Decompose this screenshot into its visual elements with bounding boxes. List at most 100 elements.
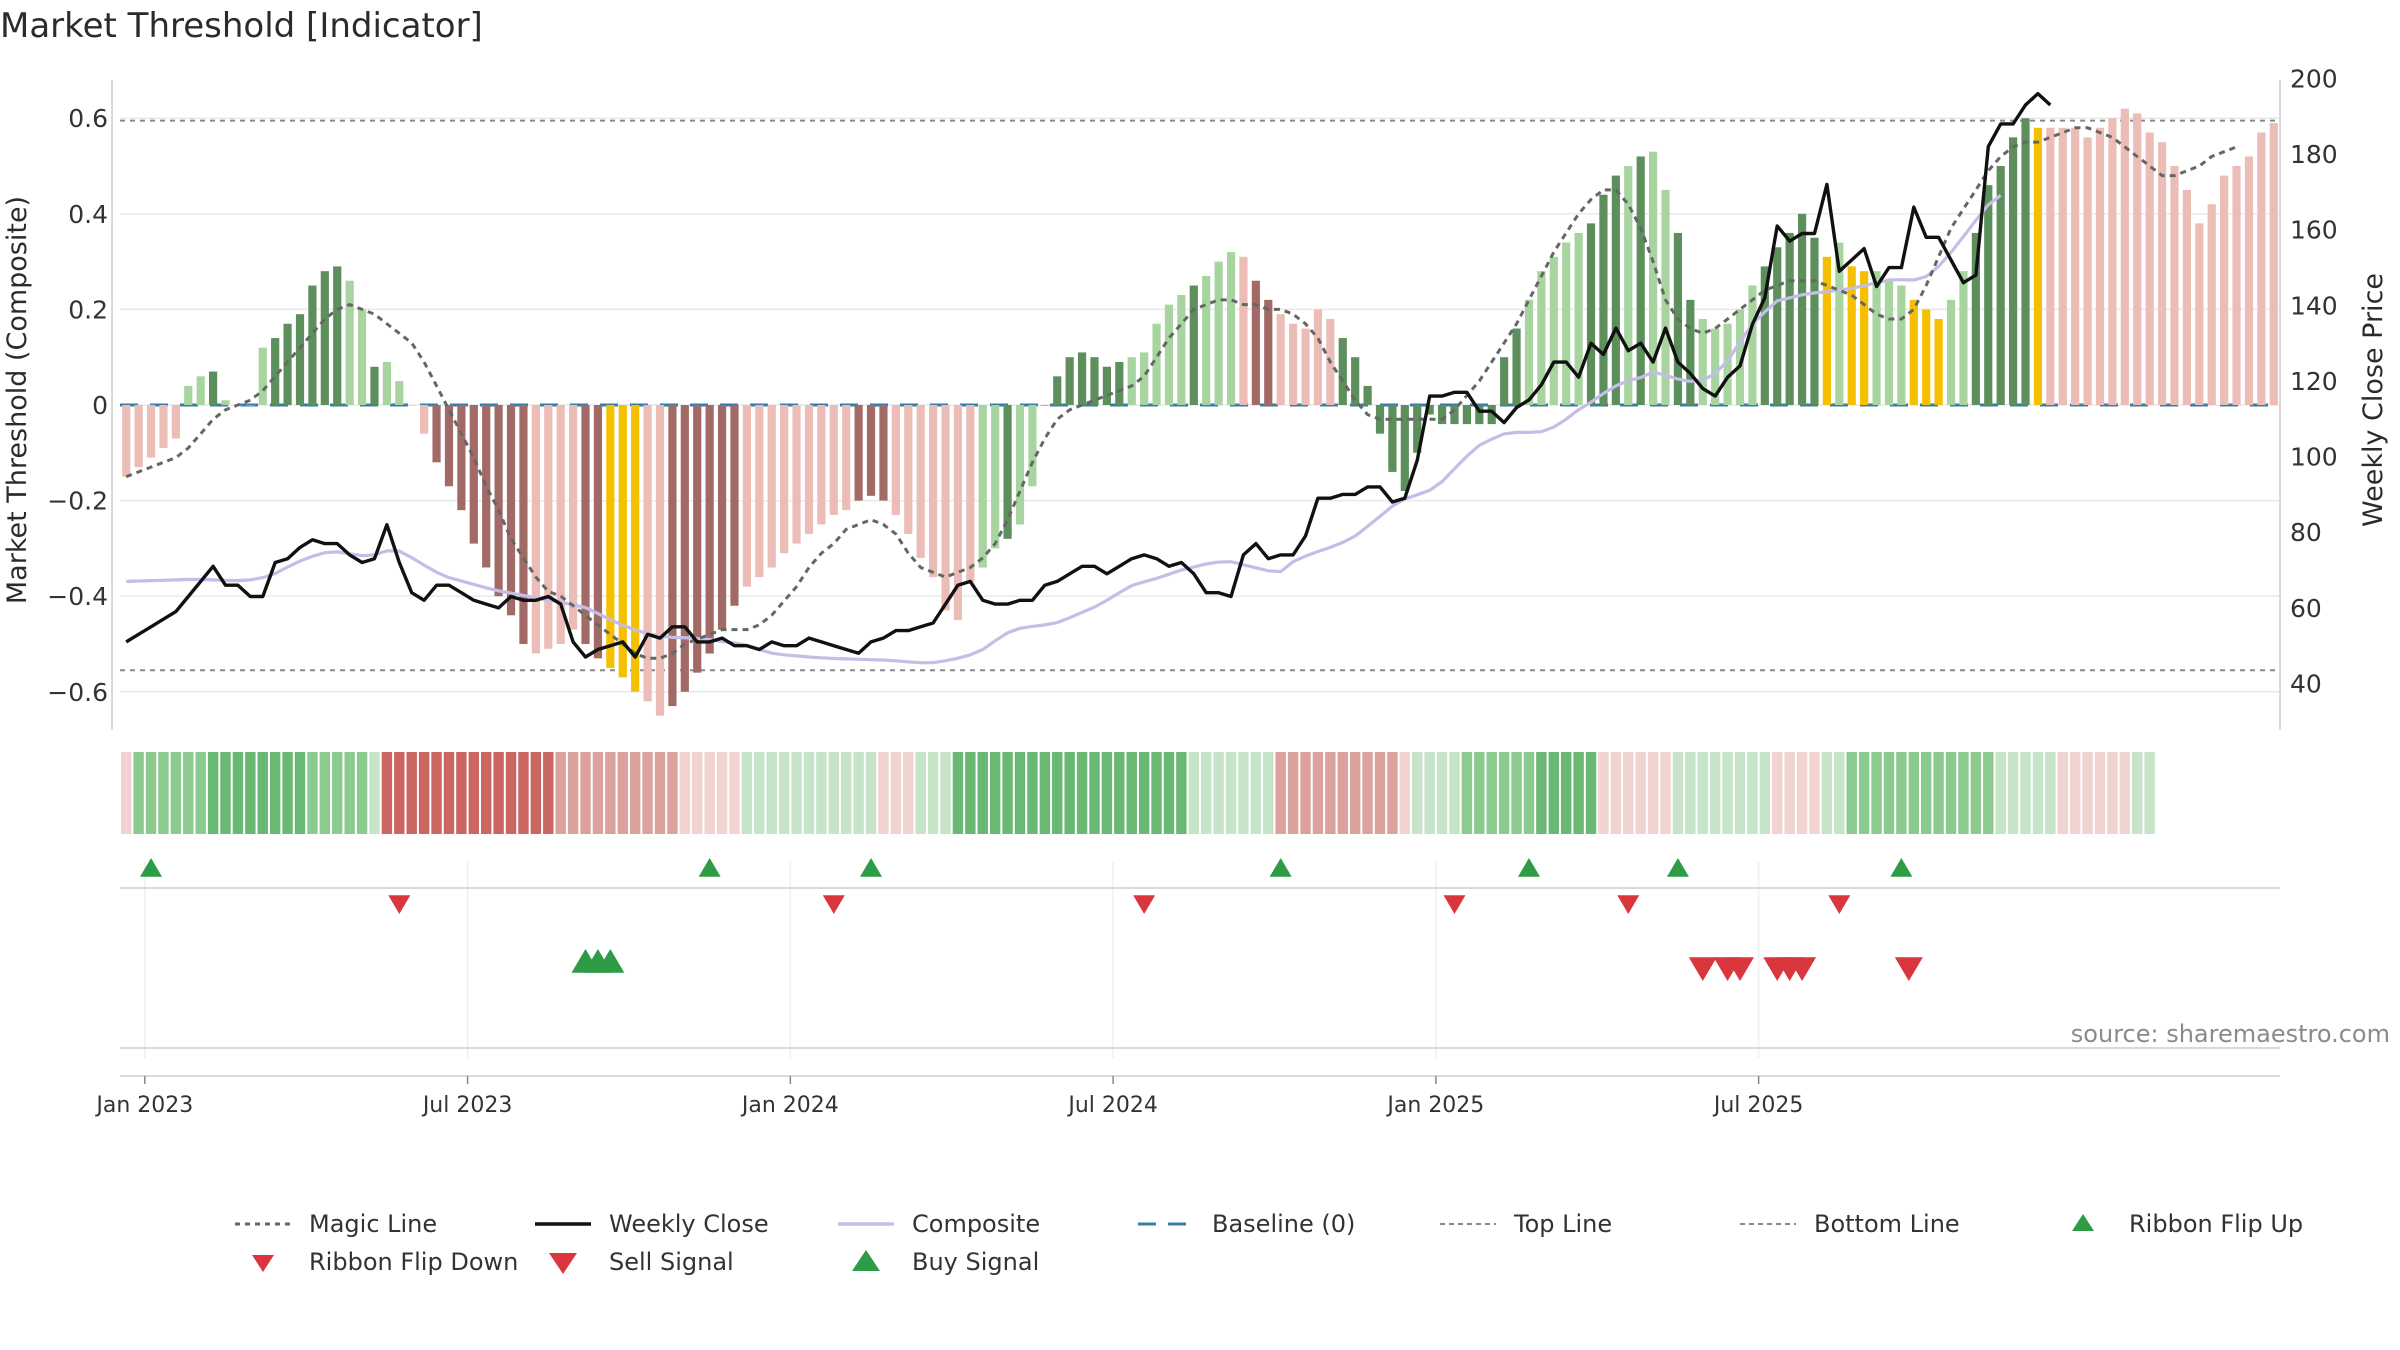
ribbon-cell [642, 752, 653, 834]
composite-bar [1934, 318, 1943, 405]
ribbon-cell [1983, 752, 1994, 834]
composite-bar [482, 405, 491, 568]
ribbon-cell [307, 752, 318, 834]
composite-bar [2021, 118, 2030, 405]
ribbon-cell [170, 752, 182, 834]
ribbon-cell [269, 752, 281, 834]
composite-bar [357, 309, 367, 405]
composite-bar [1661, 189, 1670, 405]
ribbon-cell [1312, 752, 1324, 834]
ribbon-cell [1536, 752, 1547, 834]
composite-bar [1351, 357, 1360, 405]
legend-swatch [852, 1250, 880, 1271]
composite-bar [1946, 299, 1956, 405]
axes: 0.6 0.4 0.2 0 −0.2 −0.4 −0.6 200 180 160 140 120 100… [47, 64, 2338, 730]
composite-bar [1264, 299, 1273, 405]
composite-bar [457, 405, 466, 511]
composite-bar [717, 405, 727, 630]
legend-label: Composite [912, 1210, 1040, 1238]
composite-bar [1487, 405, 1496, 425]
ribbon-cell [418, 752, 430, 834]
composite-bar [1711, 328, 1720, 405]
ribbon-cell [865, 752, 877, 834]
ribbon-cell [1734, 752, 1746, 834]
composite-bar [1872, 271, 1881, 405]
ribbon-cell [1772, 752, 1783, 834]
ribbon-cell [332, 752, 343, 834]
legend-label: Weekly Close [609, 1210, 769, 1238]
composite-bar [1413, 405, 1422, 453]
ribbon-cell [1722, 752, 1733, 834]
composite-bar [606, 405, 615, 668]
ribbon-cell [1958, 752, 1969, 834]
composite-bar [978, 405, 987, 568]
composite-bar [1301, 328, 1310, 405]
ribbon-cell [1821, 752, 1833, 834]
ribbon-cell [1685, 752, 1696, 834]
ribbon-cell [1349, 752, 1361, 834]
ribbon-cell [158, 752, 169, 834]
composite-bar [618, 405, 627, 678]
composite-bar [519, 405, 528, 644]
composite-bar [320, 271, 329, 405]
composite-bar [1003, 405, 1012, 539]
composite-bar [1115, 361, 1124, 405]
ribbon-cell [1747, 752, 1758, 834]
ribbon-cell [1709, 752, 1721, 834]
composite-line [126, 194, 2002, 665]
composite-bar [1015, 405, 1025, 525]
composite-bar [569, 405, 578, 630]
ribbon-cell [1548, 752, 1559, 834]
composite-bar [767, 405, 776, 568]
ribbon-flip-down-marker [1617, 895, 1640, 914]
y-tick-label: 0.6 [68, 104, 108, 133]
legend-swatch [549, 1253, 577, 1274]
legend-item: Baseline (0) [1138, 1210, 1355, 1238]
ribbon-cell [505, 752, 517, 834]
composite-bar [171, 405, 180, 439]
composite-bar [655, 405, 665, 716]
ribbon-cell [940, 752, 951, 834]
ribbon-cell [1275, 752, 1286, 834]
legend-item: Top Line [1440, 1210, 1612, 1238]
ribbon-cell [493, 752, 504, 834]
ribbon-cell [2107, 752, 2118, 834]
ribbon-cell [890, 752, 902, 834]
composite-bar [1189, 285, 1198, 405]
ribbon-flip-up-marker [1269, 858, 1292, 877]
ribbon-cell [2132, 752, 2143, 834]
ribbon-cell [716, 752, 728, 834]
ribbon-cell [1834, 752, 1845, 834]
ribbon-flip-up-marker [140, 858, 163, 877]
composite-bar [2145, 132, 2154, 405]
composite-bar [2095, 127, 2105, 405]
composite-bar [1028, 405, 1037, 487]
ribbon-cell [530, 752, 542, 834]
ribbon-cell [754, 752, 765, 834]
composite-bar [1835, 242, 1844, 405]
composite-bar [159, 405, 168, 449]
ribbon-cell [1796, 752, 1808, 834]
y2-tick-label: 200 [2290, 64, 2338, 93]
composite-bar [879, 405, 888, 501]
composite-bar [407, 405, 416, 406]
composite-bar [1363, 385, 1372, 405]
ribbon-cell [915, 752, 926, 834]
composite-bar [1065, 357, 1074, 405]
x-tick-label: Jul 2023 [421, 1093, 513, 1118]
ribbon-cell [803, 752, 815, 834]
x-tick-label: Jan 2025 [1385, 1093, 1484, 1118]
ribbon-cell [195, 752, 206, 834]
composite-bar [2058, 127, 2067, 405]
composite-bar [804, 405, 814, 535]
ribbon-cell [369, 752, 380, 834]
ribbon-cell [2144, 752, 2155, 834]
composite-bar [1611, 175, 1620, 405]
y-tick-label: −0.6 [47, 678, 108, 707]
y2-tick-label: 140 [2290, 291, 2338, 320]
ribbon-cell [443, 752, 455, 834]
sell-signal-marker [1894, 957, 1923, 981]
ribbon-cell [791, 752, 802, 834]
composite-bar [308, 285, 317, 405]
ribbon-cell [1188, 752, 1199, 834]
